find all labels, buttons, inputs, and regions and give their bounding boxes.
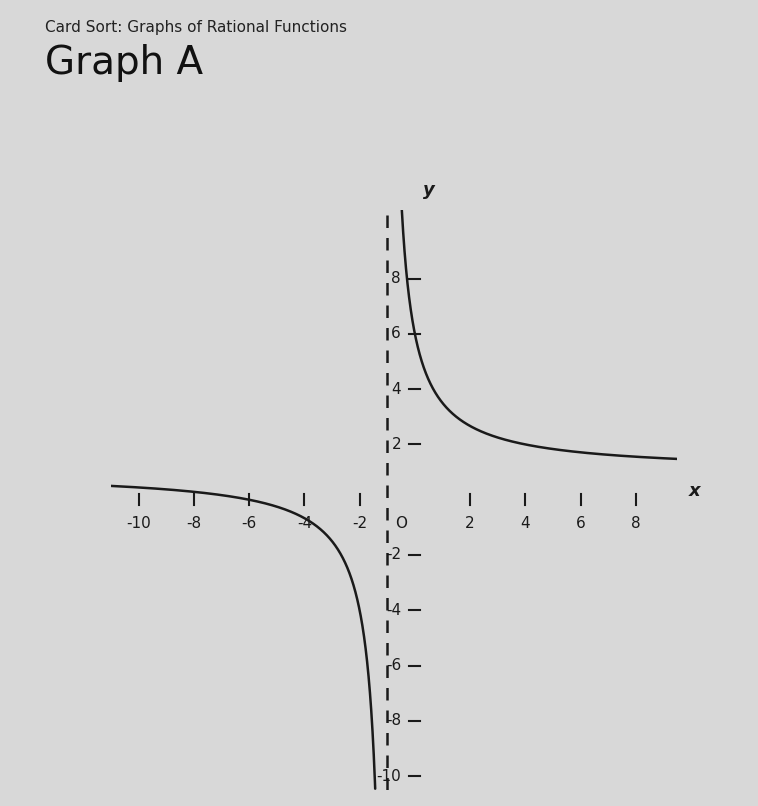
- Text: 4: 4: [391, 382, 401, 397]
- Text: Graph A: Graph A: [45, 44, 204, 82]
- Text: -10: -10: [126, 517, 151, 531]
- Text: -4: -4: [297, 517, 312, 531]
- Text: O: O: [395, 517, 407, 531]
- Text: -2: -2: [352, 517, 367, 531]
- Text: 2: 2: [465, 517, 475, 531]
- Text: Card Sort: Graphs of Rational Functions: Card Sort: Graphs of Rational Functions: [45, 20, 347, 35]
- Text: -8: -8: [386, 713, 401, 729]
- Text: 6: 6: [391, 326, 401, 342]
- Text: 6: 6: [576, 517, 586, 531]
- Text: 8: 8: [391, 271, 401, 286]
- Text: -8: -8: [186, 517, 202, 531]
- Text: 2: 2: [391, 437, 401, 452]
- Text: x: x: [688, 483, 700, 501]
- Text: -4: -4: [386, 603, 401, 617]
- Text: -6: -6: [242, 517, 257, 531]
- Text: -2: -2: [386, 547, 401, 563]
- Text: -10: -10: [376, 769, 401, 783]
- Text: 4: 4: [521, 517, 531, 531]
- Text: 8: 8: [631, 517, 641, 531]
- Text: y: y: [423, 181, 435, 198]
- Text: -6: -6: [386, 658, 401, 673]
